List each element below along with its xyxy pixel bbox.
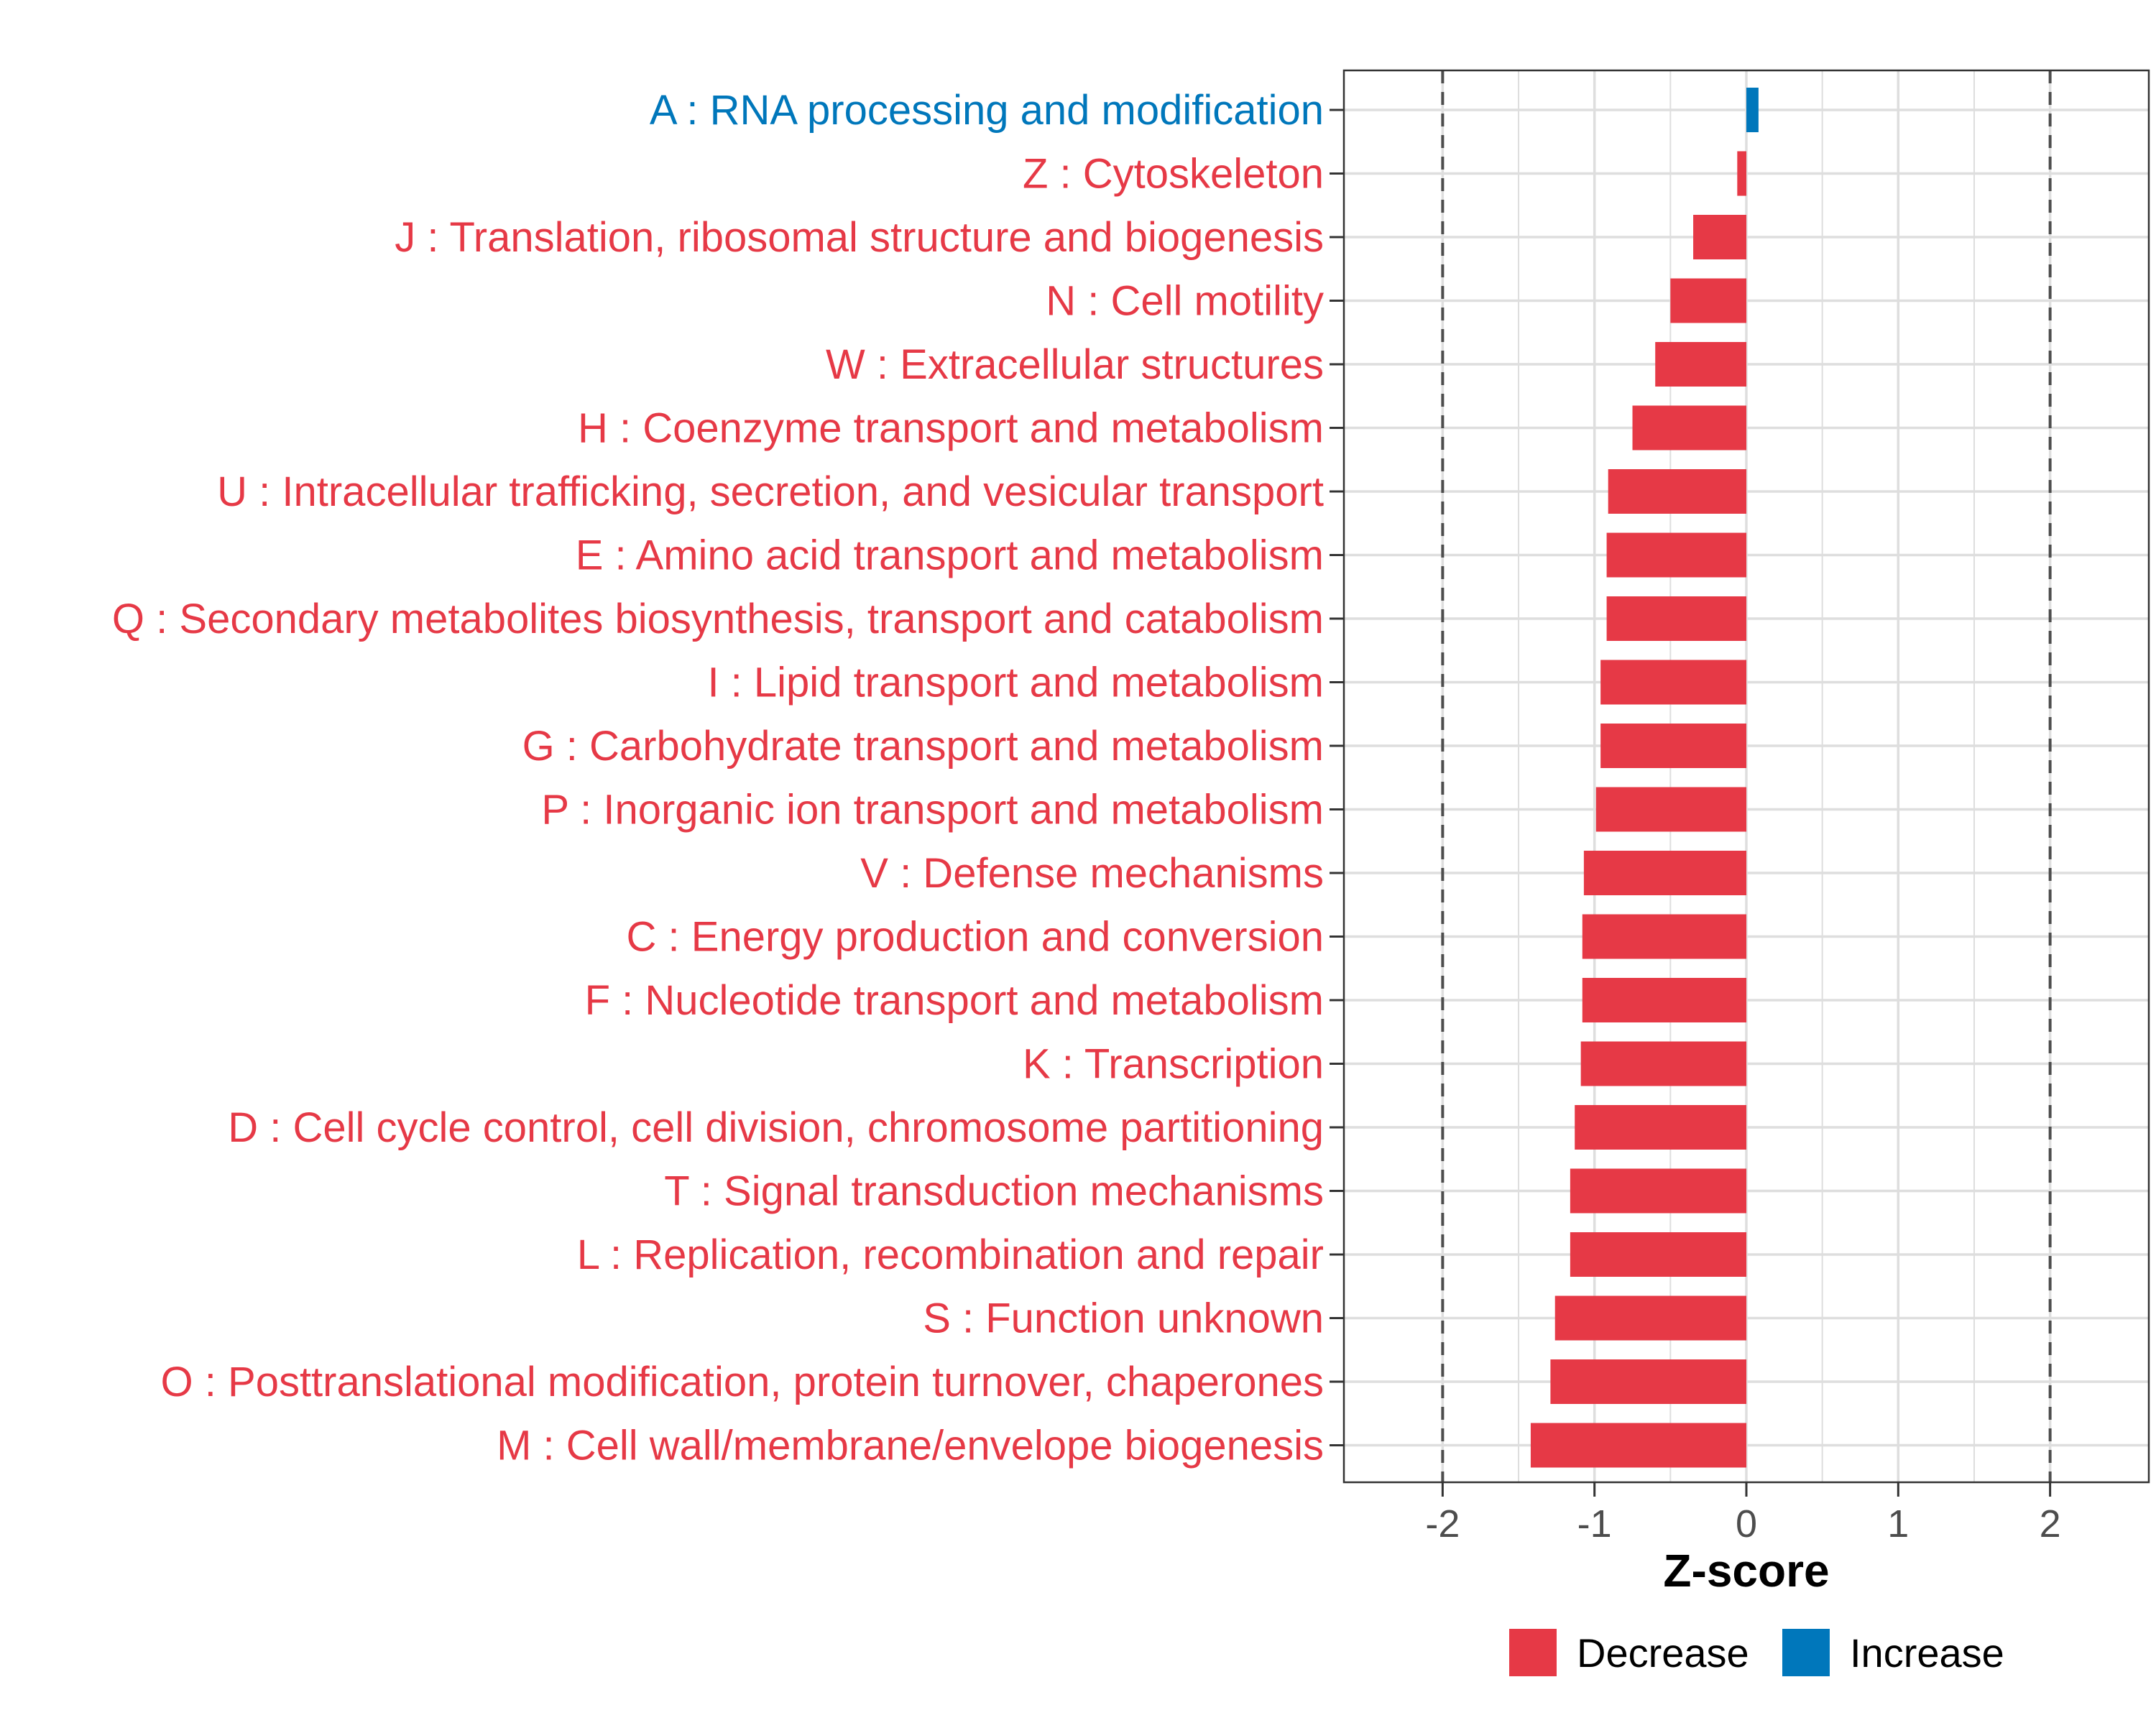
y-tick-label: J : Translation, ribosomal structure and… xyxy=(395,214,1324,261)
y-tick-label: L : Replication, recombination and repai… xyxy=(577,1232,1324,1278)
y-tick-label: G : Carbohydrate transport and metabolis… xyxy=(522,723,1324,770)
y-tick-label: F : Nucleotide transport and metabolism xyxy=(585,977,1324,1024)
x-tick-label: 1 xyxy=(1887,1502,1909,1546)
y-tick-label: Q : Secondary metabolites biosynthesis, … xyxy=(112,596,1324,642)
bar xyxy=(1554,1295,1746,1341)
y-tick-label: U : Intracellular trafficking, secretion… xyxy=(217,468,1324,515)
y-tick-label: O : Posttranslational modification, prot… xyxy=(161,1359,1324,1405)
y-tick-label: W : Extracellular structures xyxy=(826,341,1324,388)
y-tick-label: A : RNA processing and modification xyxy=(650,87,1324,134)
legend-label: Increase xyxy=(1850,1630,2004,1676)
y-tick-label: E : Amino acid transport and metabolism xyxy=(576,532,1324,579)
bar xyxy=(1606,532,1746,578)
y-tick-label: P : Inorganic ion transport and metaboli… xyxy=(541,787,1324,833)
bar xyxy=(1580,1041,1746,1086)
x-tick-label: 0 xyxy=(1736,1502,1757,1546)
y-tick-label: M : Cell wall/membrane/envelope biogenes… xyxy=(497,1423,1324,1469)
x-axis-title: Z-score xyxy=(1663,1545,1829,1597)
y-axis: A : RNA processing and modification Z : C… xyxy=(112,87,1344,1469)
x-tick-label: 2 xyxy=(2040,1502,2061,1546)
legend-key xyxy=(1782,1629,1830,1676)
y-tick-label: T : Signal transduction mechanisms xyxy=(664,1168,1324,1215)
y-tick-label: I : Lipid transport and metabolism xyxy=(707,660,1324,706)
bar xyxy=(1670,278,1746,323)
y-tick-label: H : Coenzyme transport and metabolism xyxy=(578,405,1324,452)
y-tick-label: K : Transcription xyxy=(1023,1041,1324,1088)
x-axis: -2 -1 0 1 2 xyxy=(1425,1482,2061,1546)
bar xyxy=(1570,1232,1746,1277)
bar xyxy=(1608,469,1746,514)
bars xyxy=(1530,88,1759,1468)
x-tick-label: -2 xyxy=(1425,1502,1460,1546)
bar xyxy=(1595,787,1746,832)
legend-key xyxy=(1509,1629,1557,1676)
bar xyxy=(1583,851,1746,895)
bar xyxy=(1693,215,1746,259)
bar xyxy=(1737,151,1746,196)
y-tick-label: Z : Cytoskeleton xyxy=(1023,151,1324,198)
bar xyxy=(1575,1105,1746,1150)
legend-label: Decrease xyxy=(1577,1630,1749,1676)
bar xyxy=(1530,1423,1746,1468)
y-tick-label: S : Function unknown xyxy=(923,1295,1324,1342)
y-tick-label: V : Defense mechanisms xyxy=(860,850,1324,897)
x-tick-label: -1 xyxy=(1577,1502,1612,1546)
bar xyxy=(1550,1359,1746,1404)
bar xyxy=(1746,88,1759,132)
y-tick-label: C : Energy production and conversion xyxy=(627,914,1324,961)
bar xyxy=(1606,596,1746,641)
bar xyxy=(1600,724,1746,768)
reference-lines xyxy=(1441,70,2052,1482)
bar xyxy=(1582,914,1746,959)
bar xyxy=(1582,978,1746,1022)
bar xyxy=(1600,660,1746,705)
bar xyxy=(1655,342,1746,387)
legend: Decrease Increase xyxy=(1509,1629,2004,1676)
y-tick-label: D : Cell cycle control, cell division, c… xyxy=(228,1104,1324,1151)
bar xyxy=(1632,405,1746,451)
bar xyxy=(1570,1168,1746,1214)
y-tick-label: N : Cell motility xyxy=(1046,278,1324,325)
